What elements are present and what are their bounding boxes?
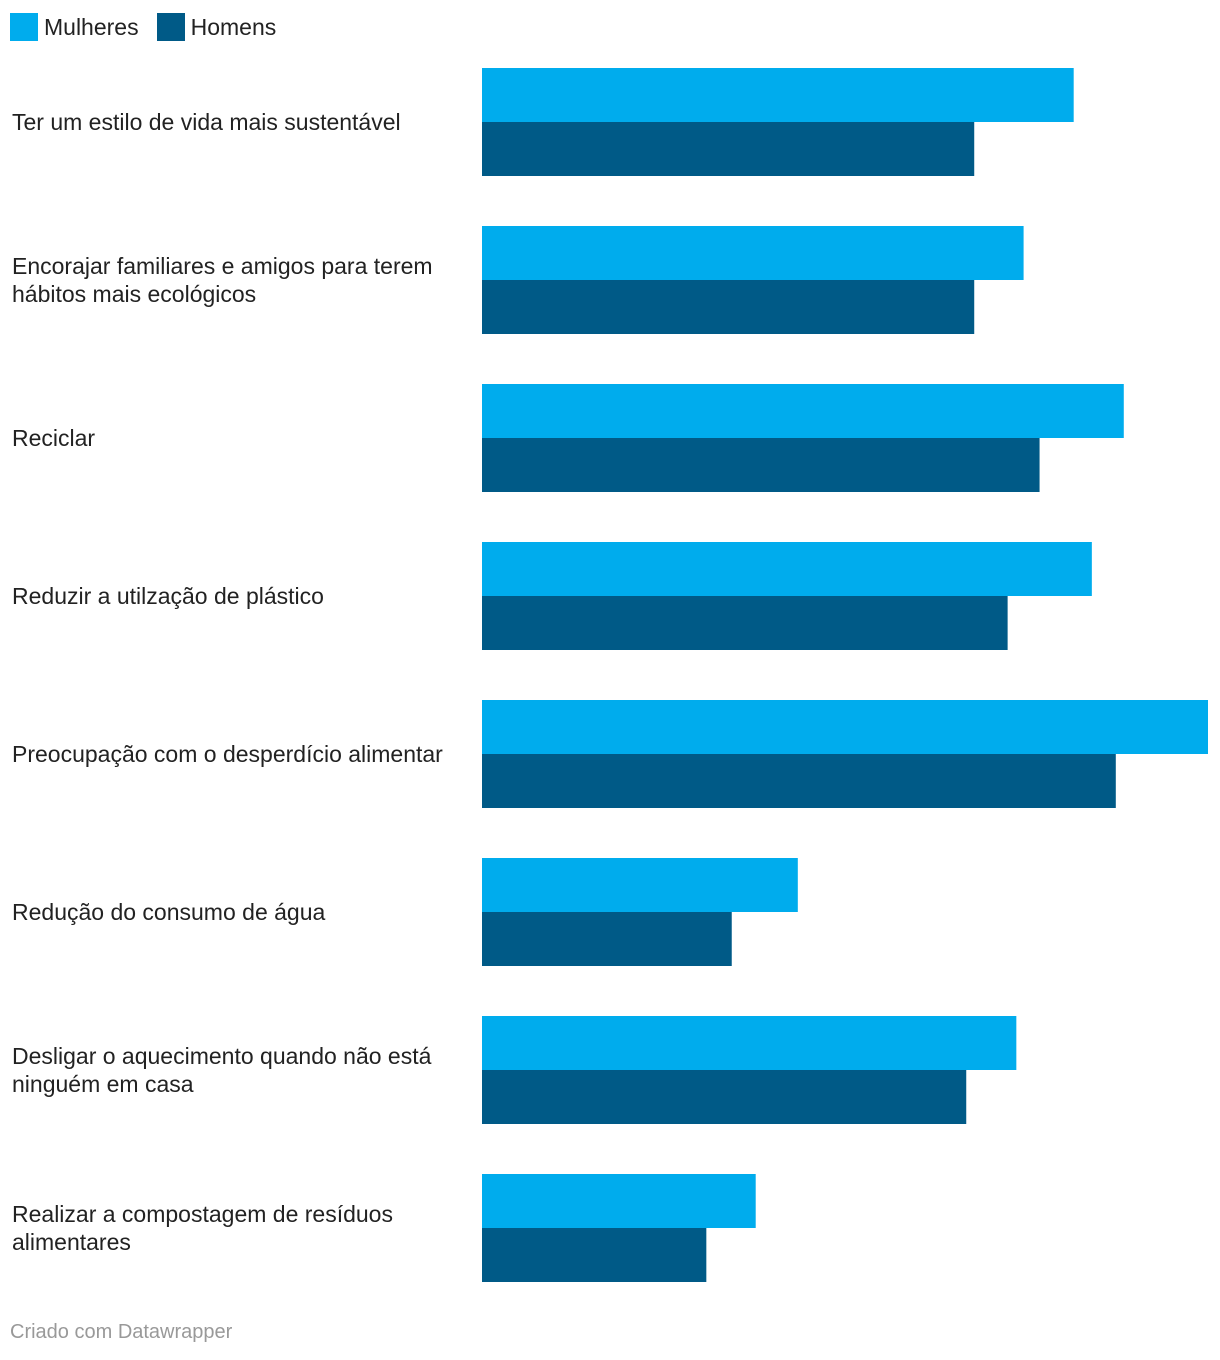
category-label: Encorajar familiares e amigos para terem… <box>12 253 433 307</box>
legend-swatch <box>156 13 185 41</box>
bar-homens <box>482 754 1116 808</box>
category-label-line: ninguém em casa <box>12 1071 194 1097</box>
bar-mulheres <box>482 68 1074 122</box>
bar-homens <box>482 1228 707 1282</box>
category-label-line: Preocupação com o desperdício alimentar <box>12 741 443 767</box>
category-label-line: Realizar a compostagem de resíduos <box>12 1201 393 1227</box>
bar-homens <box>482 912 732 966</box>
chart-legend: Mulheres Homens <box>10 12 294 42</box>
category-label-line: hábitos mais ecológicos <box>12 281 256 307</box>
legend-swatch <box>10 13 38 41</box>
bar-mulheres <box>482 1174 756 1228</box>
category-label-line: Encorajar familiares e amigos para terem <box>12 253 433 279</box>
category-label: Realizar a compostagem de resíduos alimen… <box>12 1201 393 1255</box>
bar-homens <box>482 596 1008 650</box>
bar-homens <box>482 280 975 334</box>
bar-mulheres <box>482 384 1124 438</box>
category-label: Desligar o aquecimento quando não está ni… <box>12 1043 432 1097</box>
category-label: Reduzir a utilzação de plástico <box>12 583 324 609</box>
bar-homens <box>482 438 1040 492</box>
footer-credit: Criado com Datawrapper <box>10 1321 233 1343</box>
bar-homens <box>482 122 975 176</box>
bar-homens <box>482 1070 967 1124</box>
legend-label: Homens <box>190 13 277 40</box>
bar-mulheres <box>482 700 1208 754</box>
legend-label: Mulheres <box>44 13 139 40</box>
bar-mulheres <box>482 858 798 912</box>
category-label-line: Reciclar <box>12 425 95 451</box>
category-label: Reciclar <box>12 425 95 451</box>
legend-item: Homens <box>156 13 277 41</box>
bar-mulheres <box>482 226 1024 280</box>
category-label: Redução do consumo de água <box>12 899 325 925</box>
bar-chart: Ter um estilo de vida mais sustentável En… <box>12 68 1208 1282</box>
category-label: Preocupação com o desperdício alimentar <box>12 741 443 767</box>
category-label: Ter um estilo de vida mais sustentável <box>12 109 401 135</box>
bar-mulheres <box>482 1016 1017 1070</box>
legend-item: Mulheres <box>10 13 139 41</box>
category-label-line: Desligar o aquecimento quando não está <box>12 1043 432 1069</box>
category-label-line: Reduzir a utilzação de plástico <box>12 583 324 609</box>
category-label-line: alimentares <box>12 1229 131 1255</box>
category-label-line: Ter um estilo de vida mais sustentável <box>12 109 401 135</box>
category-label-line: Redução do consumo de água <box>12 899 325 925</box>
bar-mulheres <box>482 542 1092 596</box>
